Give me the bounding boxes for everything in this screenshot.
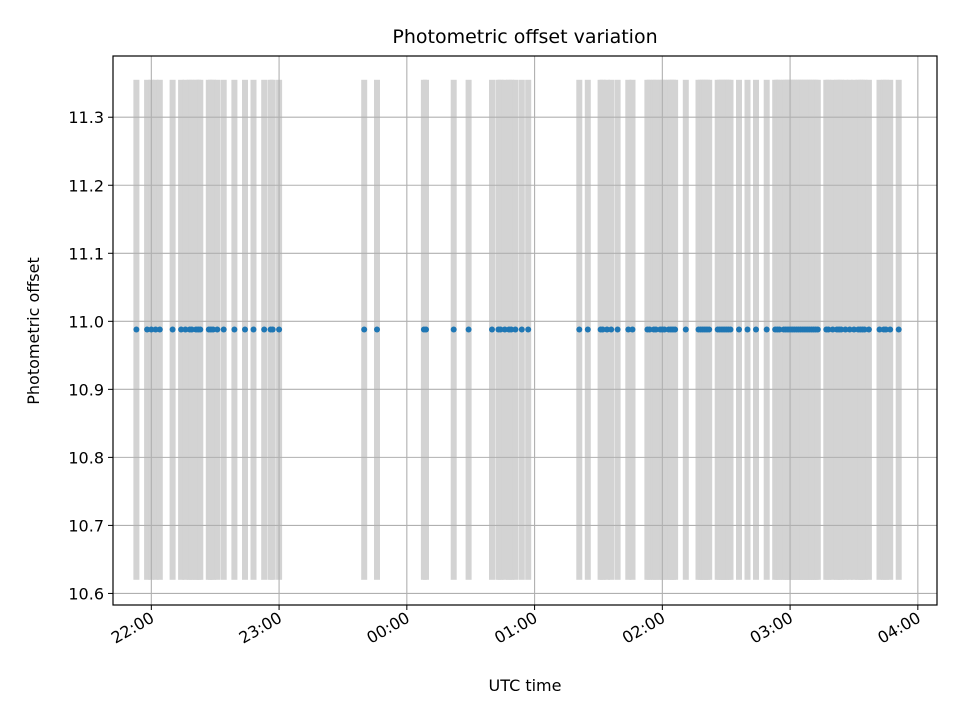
data-point — [625, 326, 632, 333]
x-axis-label: UTC time — [489, 676, 562, 695]
data-point — [210, 326, 217, 333]
data-point — [512, 326, 519, 333]
data-point — [838, 326, 845, 333]
data-point — [646, 326, 653, 333]
data-point — [727, 326, 734, 333]
data-point — [423, 326, 429, 333]
data-point — [861, 326, 868, 333]
data-point — [178, 326, 185, 333]
data-point — [220, 326, 227, 333]
data-point — [829, 326, 836, 333]
data-point — [882, 326, 889, 333]
data-point — [576, 326, 583, 333]
data-point — [876, 326, 883, 333]
y-tick-label: 10.8 — [68, 448, 104, 467]
data-point — [846, 326, 853, 333]
y-axis-ticks: 10.6 10.7 10.8 10.9 11.0 11.1 11.2 11.3 — [68, 108, 113, 603]
data-point — [763, 326, 770, 333]
data-point — [182, 326, 189, 333]
data-point — [269, 326, 276, 333]
data-point — [276, 326, 283, 333]
data-point — [169, 326, 176, 333]
data-point — [652, 326, 659, 333]
data-point — [144, 326, 151, 333]
data-point — [744, 326, 751, 333]
y-tick-label: 10.7 — [68, 516, 104, 535]
data-point — [814, 326, 821, 333]
data-point — [629, 326, 636, 333]
data-point — [604, 326, 610, 333]
data-point — [489, 326, 495, 333]
data-point — [497, 326, 504, 333]
y-tick-label: 11.2 — [68, 176, 104, 195]
y-tick-label: 11.1 — [68, 244, 104, 263]
data-point — [776, 326, 783, 333]
data-point — [895, 326, 902, 333]
data-point — [825, 326, 832, 333]
data-point — [197, 326, 204, 333]
y-tick-label: 11.3 — [68, 108, 104, 127]
data-point — [152, 326, 159, 333]
data-point — [148, 326, 155, 333]
data-point — [584, 326, 591, 333]
data-point — [865, 326, 872, 333]
chart-title: Photometric offset variation — [392, 26, 657, 48]
y-tick-label: 10.9 — [68, 380, 104, 399]
data-point — [374, 326, 380, 333]
data-point — [156, 326, 163, 333]
data-point — [361, 326, 368, 333]
data-point — [465, 326, 472, 333]
y-tick-label: 11.0 — [68, 312, 104, 331]
data-point — [188, 326, 195, 333]
data-point — [608, 326, 615, 333]
data-point — [682, 326, 689, 333]
data-point — [501, 326, 508, 333]
data-point — [133, 326, 140, 333]
data-point — [753, 326, 759, 333]
data-point — [851, 326, 857, 333]
data-points — [133, 326, 902, 333]
data-point — [518, 326, 525, 333]
data-point — [261, 326, 268, 333]
data-point — [231, 326, 238, 333]
data-point — [250, 326, 257, 333]
data-point — [525, 326, 532, 333]
plot-frame — [112, 55, 938, 606]
data-point — [450, 326, 457, 333]
data-point — [508, 326, 515, 333]
data-point — [599, 326, 606, 333]
data-point — [242, 326, 248, 333]
y-tick-label: 10.6 — [68, 584, 104, 603]
data-point — [842, 326, 849, 333]
data-point — [661, 326, 668, 333]
y-axis-label: Photometric offset — [24, 257, 43, 405]
data-point — [736, 326, 742, 333]
data-point — [214, 326, 221, 333]
data-point — [706, 326, 713, 333]
data-point — [614, 326, 621, 333]
grid-lines — [113, 56, 937, 605]
data-point — [672, 326, 679, 333]
data-point — [887, 326, 894, 333]
